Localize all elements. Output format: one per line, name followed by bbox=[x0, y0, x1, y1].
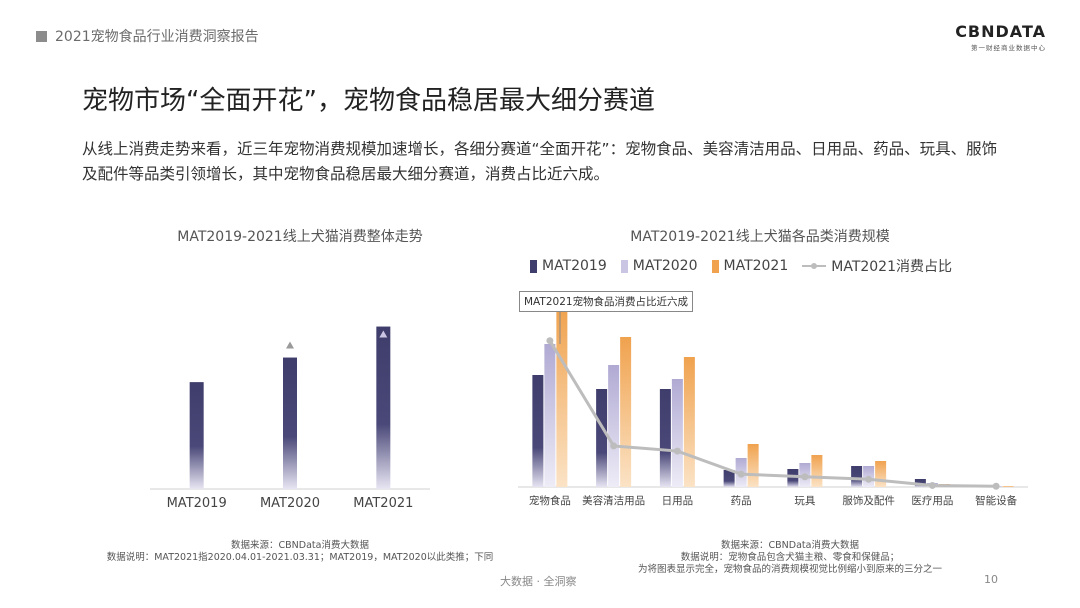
legend-item-mat2020: MAT2020 bbox=[620, 258, 698, 274]
legend-label-share: MAT2021消费占比 bbox=[831, 259, 952, 275]
right-bar-MAT2019-日用品 bbox=[659, 389, 671, 487]
header-square-icon bbox=[36, 30, 47, 42]
right-chart: 宠物食品 美容清洁用品 日用品 药品 玩具 服饰及配件 医疗用品 智能设备 bbox=[518, 307, 1028, 507]
left-chart-notes: 数据来源：CBNData消费大数据 数据说明：MAT2021指2020.04.0… bbox=[60, 540, 540, 564]
legend-item-mat2019: MAT2019 bbox=[530, 258, 607, 274]
left-bar-MAT2020 bbox=[283, 357, 297, 489]
legend-label-mat2019: MAT2019 bbox=[542, 258, 607, 274]
right-tick-label: 医疗用品 bbox=[911, 494, 953, 507]
legend-item-mat2021: MAT2021 bbox=[711, 258, 789, 274]
legend-swatch-mat2020 bbox=[620, 259, 628, 273]
slide-description: 从线上消费走势来看，近三年宠物消费规模加速增长，各细分赛道“全面开花”：宠物食品… bbox=[82, 140, 998, 183]
left-tick-label: MAT2021 bbox=[353, 496, 413, 511]
right-bar-MAT2021-日用品 bbox=[683, 357, 695, 487]
share-point-服饰及配件 bbox=[865, 475, 873, 483]
right-bar-MAT2019-宠物食品 bbox=[532, 375, 544, 487]
right-tick-label: 智能设备 bbox=[975, 494, 1017, 507]
share-point-日用品 bbox=[673, 447, 681, 455]
left-chart: MAT2019 MAT2020 MAT2021 bbox=[150, 326, 430, 511]
share-point-美容清洁用品 bbox=[610, 442, 618, 450]
right-bar-MAT2021-玩具 bbox=[811, 455, 823, 487]
right-chart-title: MAT2019-2021线上犬猫各品类消费规模 bbox=[630, 229, 890, 245]
brand-logo: CBNDATA 第一财经商业数据中心 bbox=[955, 22, 1046, 52]
share-line bbox=[548, 339, 997, 488]
left-note-explanation: 数据说明：MAT2021指2020.04.01-2021.03.31；MAT20… bbox=[106, 552, 494, 563]
share-point-宠物食品 bbox=[546, 337, 554, 345]
report-header: 2021宠物食品行业消费洞察报告 bbox=[36, 26, 259, 46]
left-bar-MAT2021 bbox=[376, 326, 391, 489]
right-chart-legend: MAT2019 MAT2020 MAT2021 MAT2021消费占比 bbox=[530, 256, 966, 276]
logo-tagline: 第一财经商业数据中心 bbox=[971, 44, 1046, 52]
growth-triangle-icon bbox=[379, 330, 388, 338]
right-bar-MAT2021-智能设备 bbox=[1002, 486, 1014, 487]
right-bar-MAT2021-药品 bbox=[747, 444, 759, 487]
right-bar-MAT2019-玩具 bbox=[787, 469, 799, 487]
legend-label-mat2021: MAT2021 bbox=[723, 258, 789, 274]
left-tick-label: MAT2020 bbox=[260, 496, 320, 511]
chart-annotation: MAT2021宠物食品消费占比近六成 bbox=[519, 291, 694, 312]
growth-triangle-icon bbox=[286, 341, 294, 349]
right-note-source: 数据来源：CBNData消费大数据 bbox=[721, 540, 859, 551]
left-tick-label: MAT2019 bbox=[167, 496, 227, 511]
legend-swatch-mat2021 bbox=[711, 259, 719, 273]
legend-label-mat2020: MAT2020 bbox=[632, 258, 698, 274]
right-bar-MAT2020-日用品 bbox=[671, 379, 683, 487]
report-title: 2021宠物食品行业消费洞察报告 bbox=[55, 29, 259, 45]
right-bar-MAT2019-药品 bbox=[723, 470, 735, 487]
slide-title: 宠物市场“全面开花”，宠物食品稳居最大细分赛道 bbox=[82, 86, 655, 116]
right-bar-MAT2020-美容清洁用品 bbox=[608, 365, 620, 487]
right-note-explanation: 数据说明：宠物食品包含犬猫主粮、零食和保健品； bbox=[680, 552, 900, 563]
right-bar-MAT2021-服饰及配件 bbox=[875, 461, 887, 487]
left-note-source: 数据来源：CBNData消费大数据 bbox=[231, 540, 369, 551]
logo-text: CBNDATA bbox=[955, 22, 1046, 41]
left-bar-MAT2019 bbox=[189, 382, 204, 489]
right-tick-label: 美容清洁用品 bbox=[582, 494, 645, 507]
right-bar-MAT2020-宠物食品 bbox=[544, 344, 556, 487]
legend-item-share: MAT2021消费占比 bbox=[802, 256, 952, 276]
right-tick-label: 日用品 bbox=[662, 495, 694, 507]
share-point-医疗用品 bbox=[928, 481, 936, 489]
right-tick-label: 玩具 bbox=[794, 495, 815, 507]
right-tick-label: 药品 bbox=[731, 495, 752, 507]
page-number: 10 bbox=[984, 573, 998, 586]
share-point-玩具 bbox=[801, 473, 809, 481]
right-tick-label: 服饰及配件 bbox=[842, 494, 895, 507]
share-point-智能设备 bbox=[992, 482, 1000, 490]
right-note-scale: 为将图表显示完全，宠物食品的消费规模视觉比例缩小到原来的三分之一 bbox=[637, 564, 942, 575]
footer-tagline: 大数据 · 全洞察 bbox=[500, 575, 577, 588]
legend-line-swatch bbox=[802, 263, 827, 269]
legend-swatch-mat2019 bbox=[530, 259, 537, 273]
right-bar-MAT2021-美容清洁用品 bbox=[620, 337, 632, 487]
left-chart-title: MAT2019-2021线上犬猫消费整体走势 bbox=[177, 229, 423, 245]
right-tick-label: 宠物食品 bbox=[529, 494, 571, 507]
right-chart-notes: 数据来源：CBNData消费大数据 数据说明：宠物食品包含犬猫主粮、零食和保健品… bbox=[560, 540, 1020, 576]
right-bar-MAT2019-美容清洁用品 bbox=[596, 389, 608, 487]
share-point-药品 bbox=[737, 470, 745, 478]
right-bar-MAT2021-宠物食品 bbox=[556, 307, 568, 487]
right-bar-MAT2019-服饰及配件 bbox=[851, 466, 863, 487]
